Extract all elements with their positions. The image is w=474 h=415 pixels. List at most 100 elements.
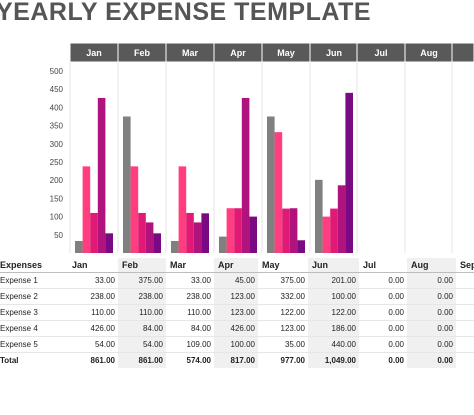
bar <box>345 92 353 253</box>
bar <box>145 222 154 253</box>
month-column-header: Feb <box>118 258 166 273</box>
expense-cell: 0.00 <box>407 304 456 321</box>
bar <box>138 212 146 253</box>
table-row: Expense 4 426.00 84.00 84.00 426.00 123.00 186… <box>0 320 474 337</box>
expense-cell: 110.00 <box>166 304 214 321</box>
bar <box>105 233 113 253</box>
total-cell <box>456 352 474 368</box>
y-tick-label: 50 <box>54 231 63 240</box>
expense-cell: 123.00 <box>214 304 258 321</box>
bar <box>193 222 202 253</box>
bar <box>219 236 227 253</box>
expense-cell: 0.00 <box>407 288 456 305</box>
expense-cell <box>456 320 474 337</box>
expense-label: Expense 1 <box>0 272 68 289</box>
total-cell: 574.00 <box>166 352 214 368</box>
expense-cell: 123.00 <box>214 288 258 305</box>
month-column-header: Jan <box>68 258 118 273</box>
expense-cell: 238.00 <box>68 288 118 305</box>
y-tick-label: 100 <box>50 213 64 222</box>
expense-cell <box>456 272 474 289</box>
expense-label: Expense 4 <box>0 320 68 337</box>
expense-cell: 238.00 <box>118 288 166 305</box>
expense-cell: 0.00 <box>359 288 407 305</box>
expense-cell <box>456 336 474 353</box>
bar <box>249 216 257 253</box>
expense-cell: 0.00 <box>407 336 456 353</box>
bar <box>330 208 338 253</box>
month-header-cell <box>451 42 474 63</box>
expense-cell: 201.00 <box>308 272 359 289</box>
table-row: Expense 5 54.00 54.00 109.00 100.00 35.00 440.… <box>0 336 474 353</box>
month-column-header: May <box>258 258 308 273</box>
expense-cell: 0.00 <box>407 272 456 289</box>
bar <box>201 213 209 253</box>
total-cell: 1,049.00 <box>308 352 359 368</box>
bar <box>186 212 194 253</box>
expense-cell: 0.00 <box>359 304 407 321</box>
month-header-label: Aug <box>420 48 438 58</box>
month-header-label: Mar <box>182 48 199 58</box>
expense-cell: 109.00 <box>166 336 214 353</box>
expense-cell: 122.00 <box>258 304 308 321</box>
expense-cell: 84.00 <box>166 320 214 337</box>
total-cell: 0.00 <box>359 352 407 368</box>
bar <box>267 116 275 253</box>
total-cell: 861.00 <box>68 352 118 368</box>
expense-cell: 54.00 <box>118 336 166 353</box>
bar <box>153 233 161 253</box>
expenses-header-label: Expenses <box>0 258 68 273</box>
expense-cell: 35.00 <box>258 336 308 353</box>
expense-table: ExpensesJanFebMarAprMayJunJulAugSepExpen… <box>0 258 474 368</box>
bar <box>97 97 106 253</box>
bar <box>337 185 346 253</box>
expense-cell: 426.00 <box>214 320 258 337</box>
expense-cell <box>456 288 474 305</box>
expense-cell: 440.00 <box>308 336 359 353</box>
bar <box>297 240 305 253</box>
page-title: YEARLY EXPENSE TEMPLATE <box>0 0 372 26</box>
expense-cell: 84.00 <box>118 320 166 337</box>
expense-cell: 54.00 <box>68 336 118 353</box>
month-header-label: Jul <box>374 48 387 58</box>
y-tick-label: 450 <box>50 85 64 94</box>
expense-cell: 0.00 <box>359 272 407 289</box>
expense-cell: 33.00 <box>68 272 118 289</box>
expense-chart: Jan Feb Mar Apr May Jun Jul Aug 50 100 150 200 250 30… <box>50 42 474 253</box>
expense-label: Expense 2 <box>0 288 68 305</box>
expense-cell: 45.00 <box>214 272 258 289</box>
month-header-label: Feb <box>134 48 151 58</box>
y-tick-label: 250 <box>50 158 64 167</box>
expense-cell: 100.00 <box>214 336 258 353</box>
bar <box>178 166 187 253</box>
bar <box>82 166 91 253</box>
expense-cell: 110.00 <box>68 304 118 321</box>
bar <box>282 208 290 253</box>
total-cell: 0.00 <box>407 352 456 368</box>
total-cell: 817.00 <box>214 352 258 368</box>
expense-cell: 186.00 <box>308 320 359 337</box>
bar <box>226 208 235 253</box>
expense-cell: 375.00 <box>258 272 308 289</box>
expense-cell: 122.00 <box>308 304 359 321</box>
bar <box>315 179 323 253</box>
y-tick-label: 200 <box>50 176 64 185</box>
month-column-header: Jul <box>359 258 407 273</box>
expense-label: Expense 3 <box>0 304 68 321</box>
table-row: Expense 1 33.00 375.00 33.00 45.00 375.00 201.… <box>0 272 474 289</box>
bar <box>123 116 131 253</box>
expense-cell: 110.00 <box>118 304 166 321</box>
y-tick-label: 150 <box>50 194 64 203</box>
expense-cell: 123.00 <box>258 320 308 337</box>
month-column-header: Jun <box>308 258 359 273</box>
expense-cell: 426.00 <box>68 320 118 337</box>
y-tick-label: 400 <box>50 103 64 112</box>
month-column-header: Apr <box>214 258 258 273</box>
total-cell: 977.00 <box>258 352 308 368</box>
bar <box>289 208 298 253</box>
y-tick-label: 300 <box>50 140 64 149</box>
bar <box>130 166 139 253</box>
total-label: Total <box>0 352 68 368</box>
bar <box>322 216 331 253</box>
expense-cell <box>456 304 474 321</box>
